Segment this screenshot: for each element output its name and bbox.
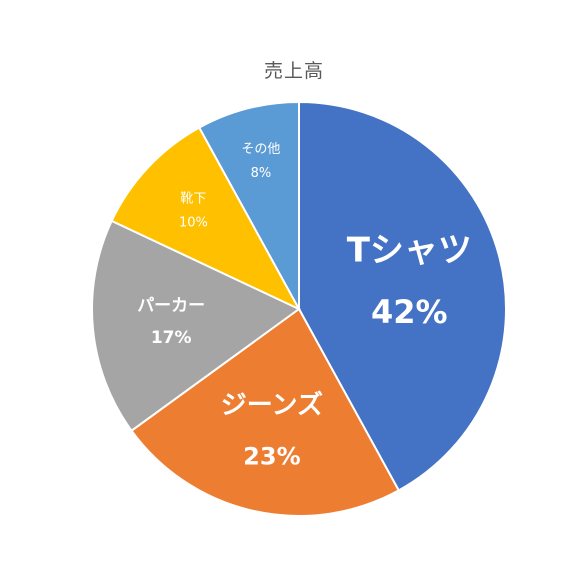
pie-slice-3 xyxy=(91,219,301,433)
pie-slice-4 xyxy=(110,126,302,312)
slice-value-label-2: 23% xyxy=(243,443,300,471)
slice-category-label-1: Tシャツ xyxy=(347,231,472,271)
slice-category-label-5: その他 xyxy=(241,142,280,157)
slice-value-label-3: 17% xyxy=(151,328,192,348)
pie-slice-1 xyxy=(298,100,507,492)
slice-category-label-2: ジーンズ xyxy=(221,389,323,420)
slice-category-label-4: 靴下 xyxy=(180,191,206,206)
pie-slice-5 xyxy=(197,100,300,310)
slice-value-label-4: 10% xyxy=(179,215,208,230)
slice-value-label-5: 8% xyxy=(251,166,272,181)
slice-category-label-3: パーカー xyxy=(137,296,205,316)
pie-slice-2 xyxy=(130,307,401,517)
slice-value-label-1: 42% xyxy=(371,293,448,331)
chart-title: 売上高 xyxy=(263,60,324,82)
